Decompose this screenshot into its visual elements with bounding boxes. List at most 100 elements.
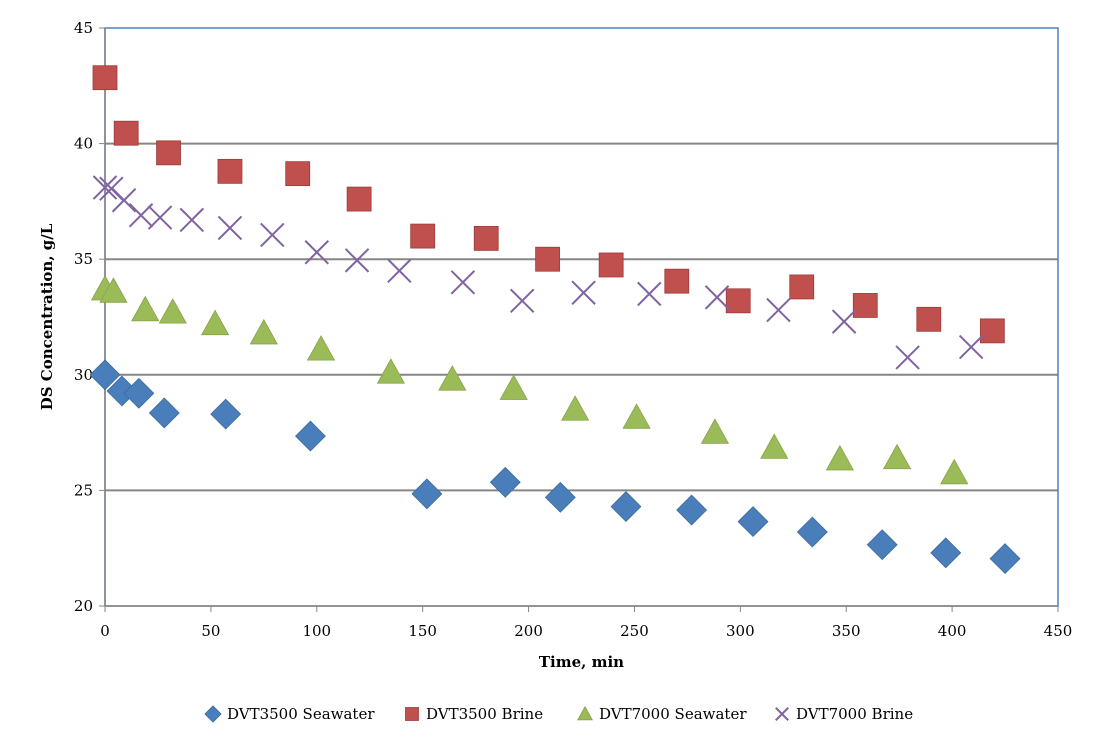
data-point	[700, 418, 730, 444]
data-point-stroke	[895, 345, 920, 370]
data-point	[201, 309, 230, 336]
legend-item: DVT3500 Brine	[405, 705, 543, 723]
data-point	[156, 140, 181, 166]
data-point-stroke	[387, 258, 412, 283]
data-point	[260, 222, 285, 248]
data-point	[111, 188, 137, 213]
data-point	[664, 268, 690, 294]
data-point	[113, 120, 139, 146]
data-point	[637, 281, 662, 307]
legend-label: DVT7000 Seawater	[599, 705, 747, 723]
data-point	[882, 443, 912, 470]
data-point-stroke	[344, 248, 370, 273]
data-point	[131, 295, 160, 322]
x-tick-label: 300	[726, 622, 755, 640]
data-point	[344, 248, 370, 273]
data-point	[405, 707, 419, 721]
data-point	[930, 537, 962, 569]
y-tick-label: 30	[74, 366, 93, 384]
x-tick-label: 450	[1044, 622, 1073, 640]
series-dvt3500-seawater	[89, 359, 1021, 575]
data-point-stroke	[147, 205, 173, 230]
data-point	[676, 494, 708, 526]
data-points	[89, 65, 1021, 575]
data-point	[737, 506, 769, 538]
data-point	[940, 458, 969, 485]
data-point-stroke	[958, 334, 984, 360]
legend: DVT3500 Seawater DVT3500 Brine DVT7000 Sea…	[204, 705, 913, 723]
series-dvt7000-brine	[92, 175, 984, 370]
x-tick-label: 200	[514, 622, 543, 640]
data-point	[535, 246, 561, 272]
y-tick-labels: 20 25 30 35 40 45	[74, 19, 93, 615]
data-point	[789, 274, 815, 300]
data-point	[92, 175, 118, 200]
x-tick-label: 400	[938, 622, 967, 640]
data-point	[450, 270, 476, 295]
data-point	[499, 374, 528, 400]
legend-label: DVT3500 Brine	[426, 705, 543, 723]
y-tick-label: 20	[74, 597, 93, 615]
data-point-stroke	[217, 215, 243, 241]
x-tick-label: 100	[302, 622, 331, 640]
data-point-stroke	[111, 188, 137, 213]
data-point	[989, 543, 1021, 575]
data-point-stroke	[571, 280, 596, 305]
data-point	[204, 705, 222, 723]
data-point	[571, 280, 596, 305]
data-point-stroke	[831, 309, 857, 334]
x-tick-label: 0	[100, 622, 110, 640]
data-point-stroke	[304, 240, 330, 265]
legend-item: DVT7000 Brine	[775, 705, 913, 723]
legend-label: DVT3500 Seawater	[227, 705, 375, 723]
y-tick-label: 40	[74, 135, 93, 153]
y-axis-title: DS Concentration, g/L	[38, 223, 56, 410]
data-point	[294, 420, 326, 452]
x-tick-label: 150	[408, 622, 437, 640]
data-point	[473, 225, 499, 251]
data-point	[725, 288, 751, 314]
series-dvt3500-brine	[92, 65, 1005, 344]
data-point-stroke	[92, 175, 118, 200]
data-point-stroke	[704, 285, 730, 310]
data-point	[760, 433, 789, 459]
legend-item: DVT7000 Seawater	[577, 705, 747, 723]
legend-label: DVT7000 Brine	[796, 705, 913, 723]
series-dvt7000-seawater	[90, 274, 969, 485]
data-point	[622, 403, 651, 429]
data-point	[376, 358, 406, 384]
data-point	[210, 398, 242, 430]
y-tick-label: 25	[74, 481, 93, 499]
data-point	[217, 215, 243, 241]
data-point	[577, 705, 593, 721]
data-point	[346, 186, 372, 212]
data-point	[895, 345, 920, 370]
data-point-stroke	[766, 297, 791, 323]
data-point	[509, 288, 535, 314]
data-point	[796, 516, 828, 548]
data-point	[147, 205, 173, 230]
data-point	[610, 491, 642, 523]
data-point-stroke	[450, 270, 476, 295]
data-point	[825, 444, 854, 471]
data-point	[544, 481, 576, 513]
y-tick-label: 35	[74, 250, 93, 268]
data-point	[123, 377, 155, 409]
data-point	[285, 161, 311, 187]
data-point	[411, 478, 443, 510]
data-point	[438, 365, 467, 391]
data-point-stroke	[99, 176, 124, 201]
data-point	[958, 334, 984, 360]
data-point-stroke	[637, 281, 662, 307]
data-point-stroke	[179, 207, 205, 233]
x-tick-label: 350	[832, 622, 861, 640]
data-point	[158, 298, 187, 324]
data-point	[866, 529, 898, 561]
data-point	[89, 359, 121, 391]
data-point	[561, 395, 590, 421]
gridlines	[105, 142, 1058, 492]
data-point	[92, 65, 118, 91]
data-point-stroke	[775, 707, 789, 721]
data-point	[598, 252, 624, 278]
